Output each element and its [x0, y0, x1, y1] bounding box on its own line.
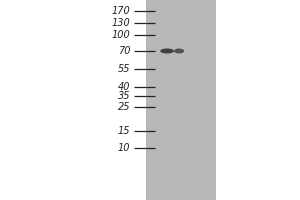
- Ellipse shape: [160, 48, 174, 53]
- Text: 40: 40: [118, 82, 130, 92]
- Text: 100: 100: [112, 30, 130, 40]
- Ellipse shape: [174, 48, 184, 53]
- Text: 55: 55: [118, 64, 130, 74]
- Text: 170: 170: [112, 6, 130, 16]
- Text: 70: 70: [118, 46, 130, 56]
- Text: 130: 130: [112, 18, 130, 28]
- Text: 25: 25: [118, 102, 130, 112]
- Text: 10: 10: [118, 143, 130, 153]
- Text: 35: 35: [118, 91, 130, 101]
- Bar: [146, 0, 216, 200]
- Text: 15: 15: [118, 126, 130, 136]
